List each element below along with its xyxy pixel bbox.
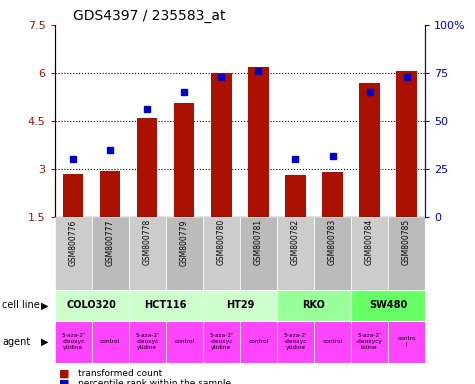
- Text: GSM800778: GSM800778: [143, 219, 152, 265]
- Text: agent: agent: [2, 337, 30, 347]
- Text: GSM800779: GSM800779: [180, 219, 189, 265]
- Bar: [203, 217, 240, 290]
- Bar: [203, 290, 277, 321]
- Bar: [240, 217, 277, 290]
- Bar: [166, 217, 203, 290]
- Bar: [137, 118, 157, 217]
- Bar: [351, 290, 425, 321]
- Text: 5-aza-2'
-deoxyc
ytidine: 5-aza-2' -deoxyc ytidine: [135, 333, 159, 350]
- Text: percentile rank within the sample: percentile rank within the sample: [78, 379, 231, 384]
- Text: contro
l: contro l: [397, 336, 416, 347]
- Text: ■: ■: [59, 369, 70, 379]
- Bar: [388, 217, 425, 290]
- Bar: [388, 321, 425, 363]
- Text: GSM800780: GSM800780: [217, 219, 226, 265]
- Text: GSM800777: GSM800777: [106, 219, 114, 265]
- Bar: [92, 321, 129, 363]
- Bar: [129, 290, 203, 321]
- Bar: [277, 217, 314, 290]
- Bar: [55, 217, 92, 290]
- Bar: [129, 217, 166, 290]
- Text: ■: ■: [59, 379, 70, 384]
- Bar: [277, 321, 314, 363]
- Text: ▶: ▶: [41, 300, 49, 310]
- Bar: [55, 290, 129, 321]
- Bar: [351, 321, 388, 363]
- Text: 5-aza-2'
-deoxyc
ytidine: 5-aza-2' -deoxyc ytidine: [61, 333, 85, 350]
- Bar: [166, 321, 203, 363]
- Text: ▶: ▶: [41, 337, 49, 347]
- Text: control: control: [323, 339, 342, 344]
- Text: SW480: SW480: [369, 300, 407, 310]
- Bar: [92, 217, 129, 290]
- Bar: [323, 172, 342, 217]
- Bar: [360, 83, 380, 217]
- Text: HT29: HT29: [226, 300, 254, 310]
- Bar: [314, 321, 351, 363]
- Text: RKO: RKO: [303, 300, 325, 310]
- Bar: [314, 217, 351, 290]
- Text: control: control: [174, 339, 194, 344]
- Text: GSM800785: GSM800785: [402, 219, 411, 265]
- Text: GSM800781: GSM800781: [254, 219, 263, 265]
- Text: GSM800776: GSM800776: [69, 219, 77, 265]
- Bar: [203, 321, 240, 363]
- Text: GSM800784: GSM800784: [365, 219, 374, 265]
- Text: cell line: cell line: [2, 300, 40, 310]
- Bar: [240, 321, 277, 363]
- Bar: [174, 103, 194, 217]
- Text: GDS4397 / 235583_at: GDS4397 / 235583_at: [73, 8, 226, 23]
- Bar: [248, 66, 268, 217]
- Text: control: control: [248, 339, 268, 344]
- Text: 5-aza-2'
-deoxycy
tidine: 5-aza-2' -deoxycy tidine: [356, 333, 383, 350]
- Bar: [277, 290, 351, 321]
- Text: control: control: [100, 339, 120, 344]
- Bar: [100, 170, 120, 217]
- Text: GSM800783: GSM800783: [328, 219, 337, 265]
- Bar: [55, 321, 92, 363]
- Bar: [211, 73, 231, 217]
- Text: transformed count: transformed count: [78, 369, 162, 378]
- Bar: [397, 71, 417, 217]
- Bar: [351, 217, 388, 290]
- Text: GSM800782: GSM800782: [291, 219, 300, 265]
- Bar: [285, 175, 305, 217]
- Text: HCT116: HCT116: [144, 300, 187, 310]
- Bar: [63, 174, 83, 217]
- Text: 5-aza-2'
-deoxyc
ytidine: 5-aza-2' -deoxyc ytidine: [209, 333, 233, 350]
- Text: COLO320: COLO320: [66, 300, 117, 310]
- Text: 5-aza-2'
-deoxyc
ytidine: 5-aza-2' -deoxyc ytidine: [284, 333, 307, 350]
- Bar: [129, 321, 166, 363]
